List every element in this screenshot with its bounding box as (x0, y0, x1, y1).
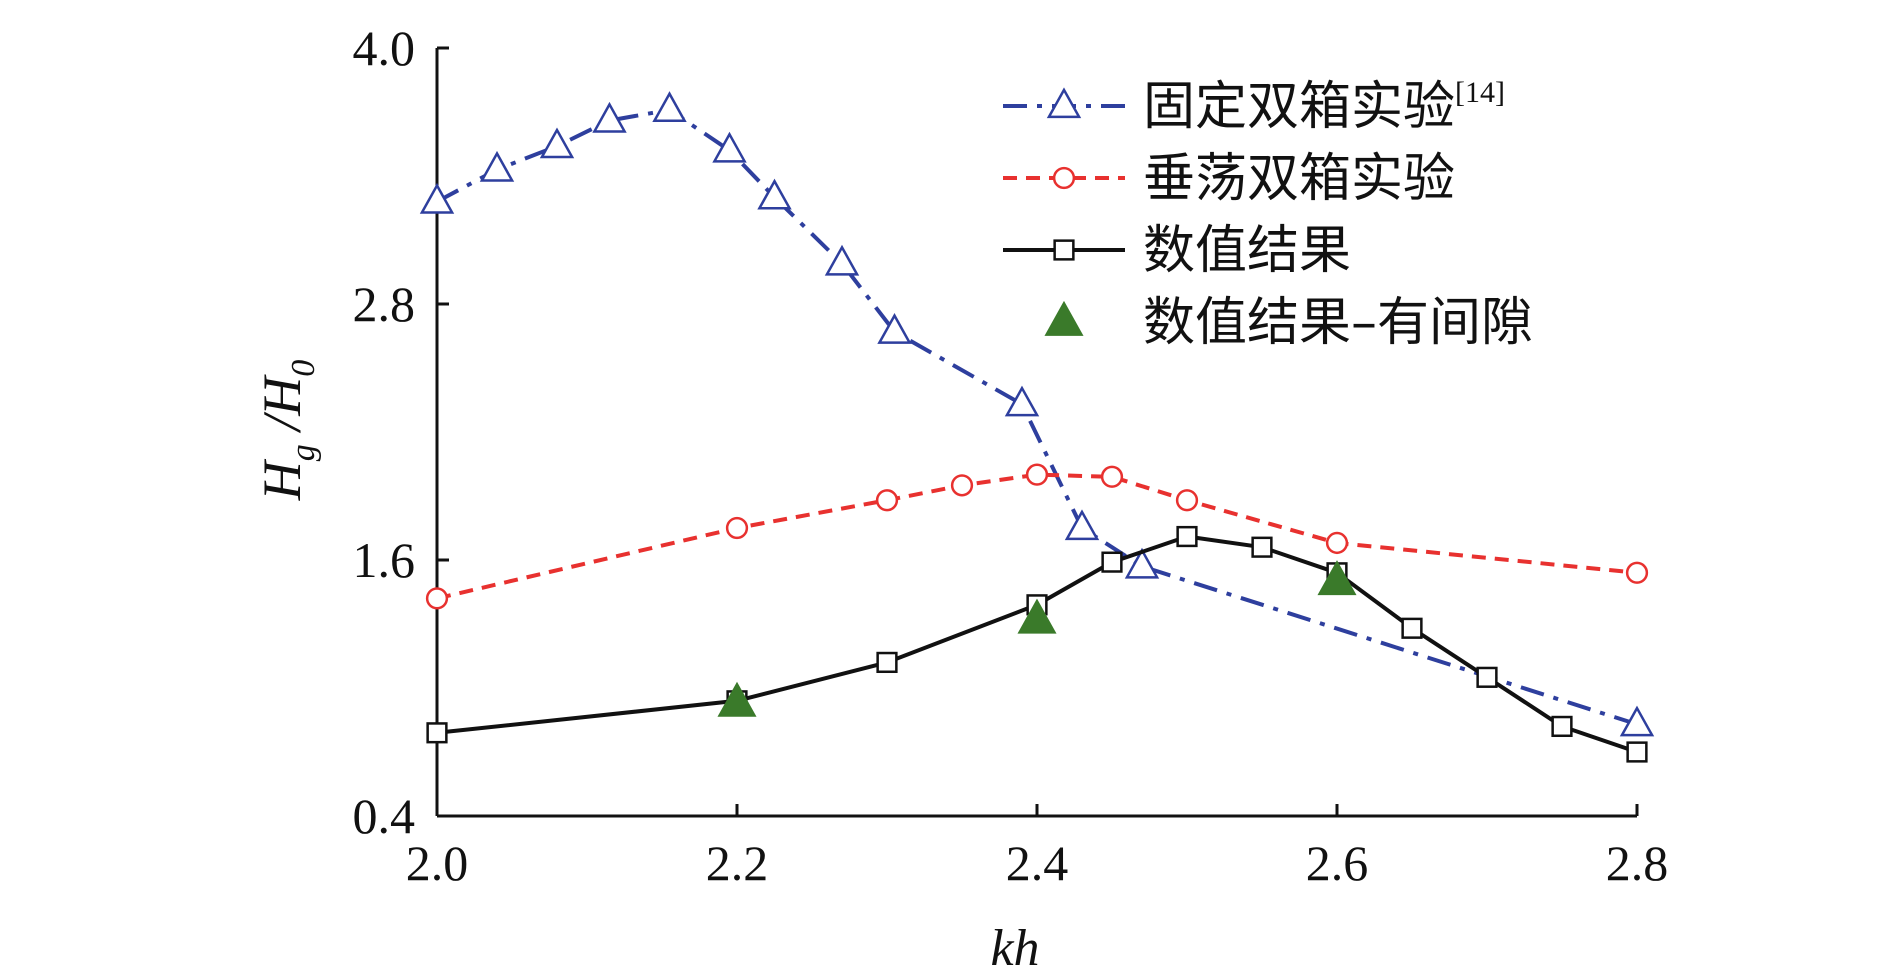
data-point-triangle (539, 127, 575, 159)
data-point-circle (1325, 531, 1349, 555)
legend-item-1: 垂荡双箱实验 (1003, 149, 1455, 209)
x-tick-label: 2.2 (706, 835, 769, 891)
data-point-square (1401, 617, 1423, 639)
data-point-square (876, 651, 898, 674)
data-point-triangle (717, 681, 757, 717)
series-2 (426, 525, 1648, 763)
data-point-triangle (652, 91, 687, 123)
series-3 (717, 560, 1357, 717)
data-point-circle (725, 516, 749, 540)
data-point-circle (1025, 463, 1049, 486)
legend-item-0: 固定双箱实验[14] (1003, 76, 1505, 137)
data-point-circle (950, 474, 974, 497)
data-point-triangle (1619, 705, 1655, 737)
series-0 (419, 91, 1655, 737)
x-axis-ticks: 2.0 2.2 2.4 2.6 2.8 (406, 804, 1669, 891)
legend-label: 固定双箱实验[14] (1143, 76, 1505, 137)
data-point-triangle (1317, 560, 1357, 596)
y-axis-title: Hg /H0 (252, 360, 322, 502)
data-point-square (1251, 536, 1273, 558)
data-point-circle (1625, 561, 1649, 584)
y-axis-ticks: 0.4 1.6 2.8 4.0 (353, 20, 449, 844)
y-tick-label: 4.0 (353, 20, 416, 76)
x-tick-label: 2.8 (1606, 835, 1669, 891)
data-point-triangle (877, 313, 912, 344)
data-point-square (1626, 741, 1648, 763)
legend-item-3: 数值结果–有间隙 (1044, 293, 1533, 353)
legend-label: 数值结果 (1143, 221, 1351, 281)
y-tick-label: 2.8 (353, 276, 416, 332)
y-tick-label: 1.6 (353, 532, 416, 588)
data-point-circle (1175, 489, 1199, 512)
y-axis-title-main: H (252, 458, 312, 501)
data-point-square (1176, 525, 1198, 548)
data-point-triangle (757, 178, 792, 210)
data-point-triangle (1017, 598, 1057, 634)
data-point-circle (875, 489, 899, 512)
data-point-triangle (1044, 300, 1084, 336)
data-point-triangle (1064, 509, 1100, 541)
data-point-triangle (1124, 547, 1160, 579)
x-tick-label: 2.0 (406, 835, 469, 891)
data-point-triangle (419, 182, 455, 214)
data-point-triangle (824, 244, 860, 276)
x-tick-label: 2.6 (1306, 835, 1369, 891)
legend-label: 垂荡双箱实验 (1143, 149, 1455, 209)
series-line (436, 472, 1638, 601)
data-point-square (1101, 551, 1123, 573)
y-axis-title-sub-g: g (285, 444, 322, 461)
legend-item-2: 数值结果 (1003, 221, 1351, 281)
legend-label: 数值结果–有间隙 (1143, 293, 1533, 353)
x-axis-title: kh (990, 920, 1039, 974)
data-point-circle (1052, 166, 1076, 190)
data-point-circle (1100, 465, 1124, 488)
data-point-triangle (592, 101, 627, 133)
data-point-square (1053, 239, 1075, 261)
data-point-square (1476, 666, 1498, 688)
plot-area (419, 91, 1655, 763)
data-point-triangle (1004, 385, 1040, 417)
data-point-square (426, 722, 448, 744)
data-point-square (1551, 715, 1573, 738)
y-tick-label: 0.4 (353, 788, 416, 844)
data-point-triangle (1046, 87, 1082, 119)
y-axis-title-sub-0: 0 (285, 360, 322, 377)
data-point-triangle (712, 131, 747, 163)
x-tick-label: 2.4 (1006, 835, 1069, 891)
data-point-triangle (479, 150, 515, 182)
y-axis-title-mid: /H (252, 374, 312, 445)
series-1 (425, 463, 1649, 610)
series-line (436, 534, 1638, 754)
data-point-circle (425, 587, 449, 610)
